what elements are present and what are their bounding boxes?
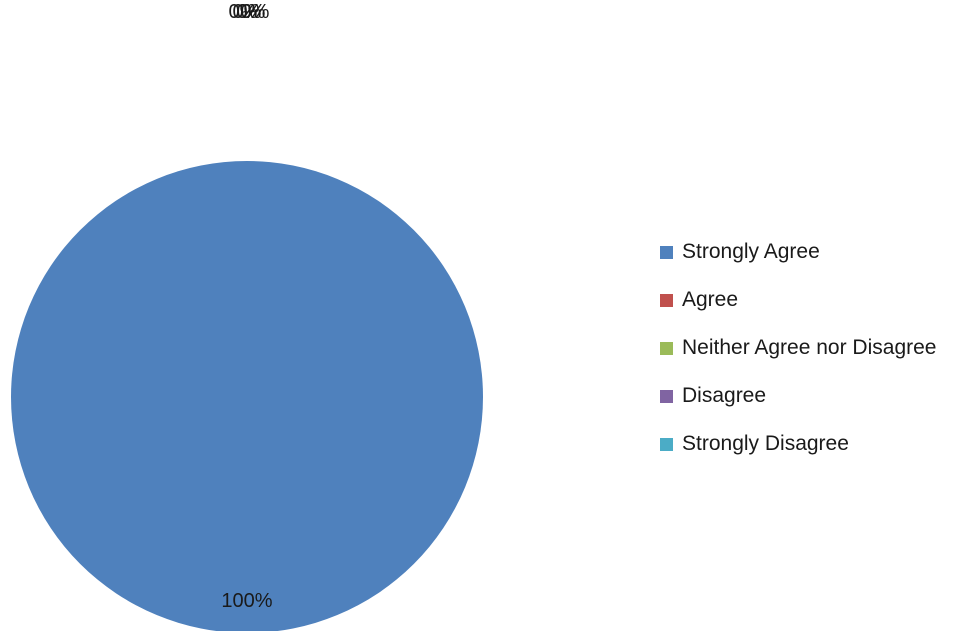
legend-item-strongly-agree: Strongly Agree — [660, 228, 936, 276]
legend-swatch-disagree — [660, 389, 673, 403]
legend-item-disagree: Disagree — [660, 372, 936, 420]
legend-swatch-strongly-agree — [660, 245, 673, 259]
legend: Strongly Agree Agree Neither Agree nor D… — [660, 228, 936, 468]
legend-label: Neither Agree nor Disagree — [682, 336, 937, 359]
legend-label: Strongly Disagree — [682, 432, 849, 455]
pie-data-labels: 100% 0%0%0%0% — [221, 1, 272, 612]
pie-slices — [11, 161, 483, 631]
legend-swatch-agree — [660, 293, 673, 307]
data-label-agree: 0% — [229, 1, 258, 23]
data-label-strongly-disagree: 0% — [241, 1, 270, 23]
legend-swatch-neither — [660, 341, 673, 355]
legend-item-neither: Neither Agree nor Disagree — [660, 324, 936, 372]
legend-item-strongly-disagree: Strongly Disagree — [660, 420, 936, 468]
legend-item-agree: Agree — [660, 276, 936, 324]
data-label-strongly-agree: 100% — [221, 590, 272, 612]
legend-label: Agree — [682, 288, 739, 311]
legend-label: Disagree — [682, 384, 767, 407]
legend-label: Strongly Agree — [682, 240, 820, 263]
legend-swatch-strongly-disagree — [660, 437, 673, 451]
pie-slice-strongly-agree — [11, 161, 483, 631]
data-label-disagree: 0% — [237, 1, 266, 23]
data-label-neither-agree-nor-disagree: 0% — [233, 1, 262, 23]
